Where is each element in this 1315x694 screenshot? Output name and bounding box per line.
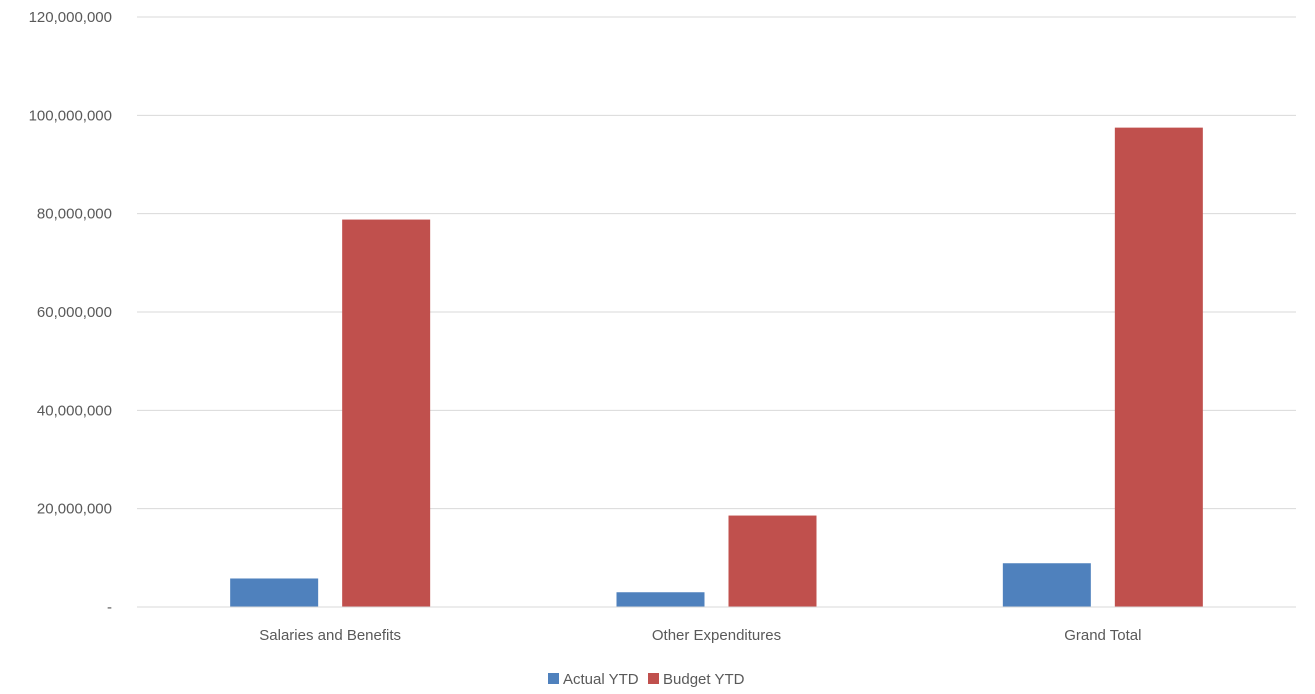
y-tick-label: 60,000,000 — [37, 304, 112, 321]
y-tick-label: 100,000,000 — [29, 107, 112, 124]
y-tick-label: - — [107, 599, 112, 616]
gridlines — [137, 16, 1296, 510]
bar-budget-ytd-1 — [728, 515, 817, 607]
bars — [230, 127, 1203, 608]
bar-actual-ytd-2 — [1002, 563, 1091, 607]
y-tick-label: 120,000,000 — [29, 9, 112, 26]
legend: Actual YTD Budget YTD — [548, 671, 745, 688]
x-axis-category-labels: Salaries and Benefits Other Expenditures G… — [259, 627, 1141, 644]
y-axis-tick-labels: - 20,000,000 40,000,000 60,000,000 80,000,00… — [29, 9, 112, 616]
bar-budget-ytd-2 — [1114, 127, 1203, 607]
legend-label: Actual YTD — [563, 671, 639, 688]
legend-label: Budget YTD — [663, 671, 745, 688]
x-category-label: Other Expenditures — [652, 627, 781, 644]
x-category-label: Salaries and Benefits — [259, 627, 401, 644]
bar-budget-ytd-0 — [342, 219, 431, 608]
legend-swatch — [648, 673, 659, 684]
y-tick-label: 40,000,000 — [37, 402, 112, 419]
bar-actual-ytd-1 — [616, 592, 705, 607]
legend-swatch — [548, 673, 559, 684]
x-category-label: Grand Total — [1064, 627, 1141, 644]
y-tick-label: 20,000,000 — [37, 501, 112, 518]
bar-actual-ytd-0 — [230, 578, 319, 607]
y-tick-label: 80,000,000 — [37, 206, 112, 223]
